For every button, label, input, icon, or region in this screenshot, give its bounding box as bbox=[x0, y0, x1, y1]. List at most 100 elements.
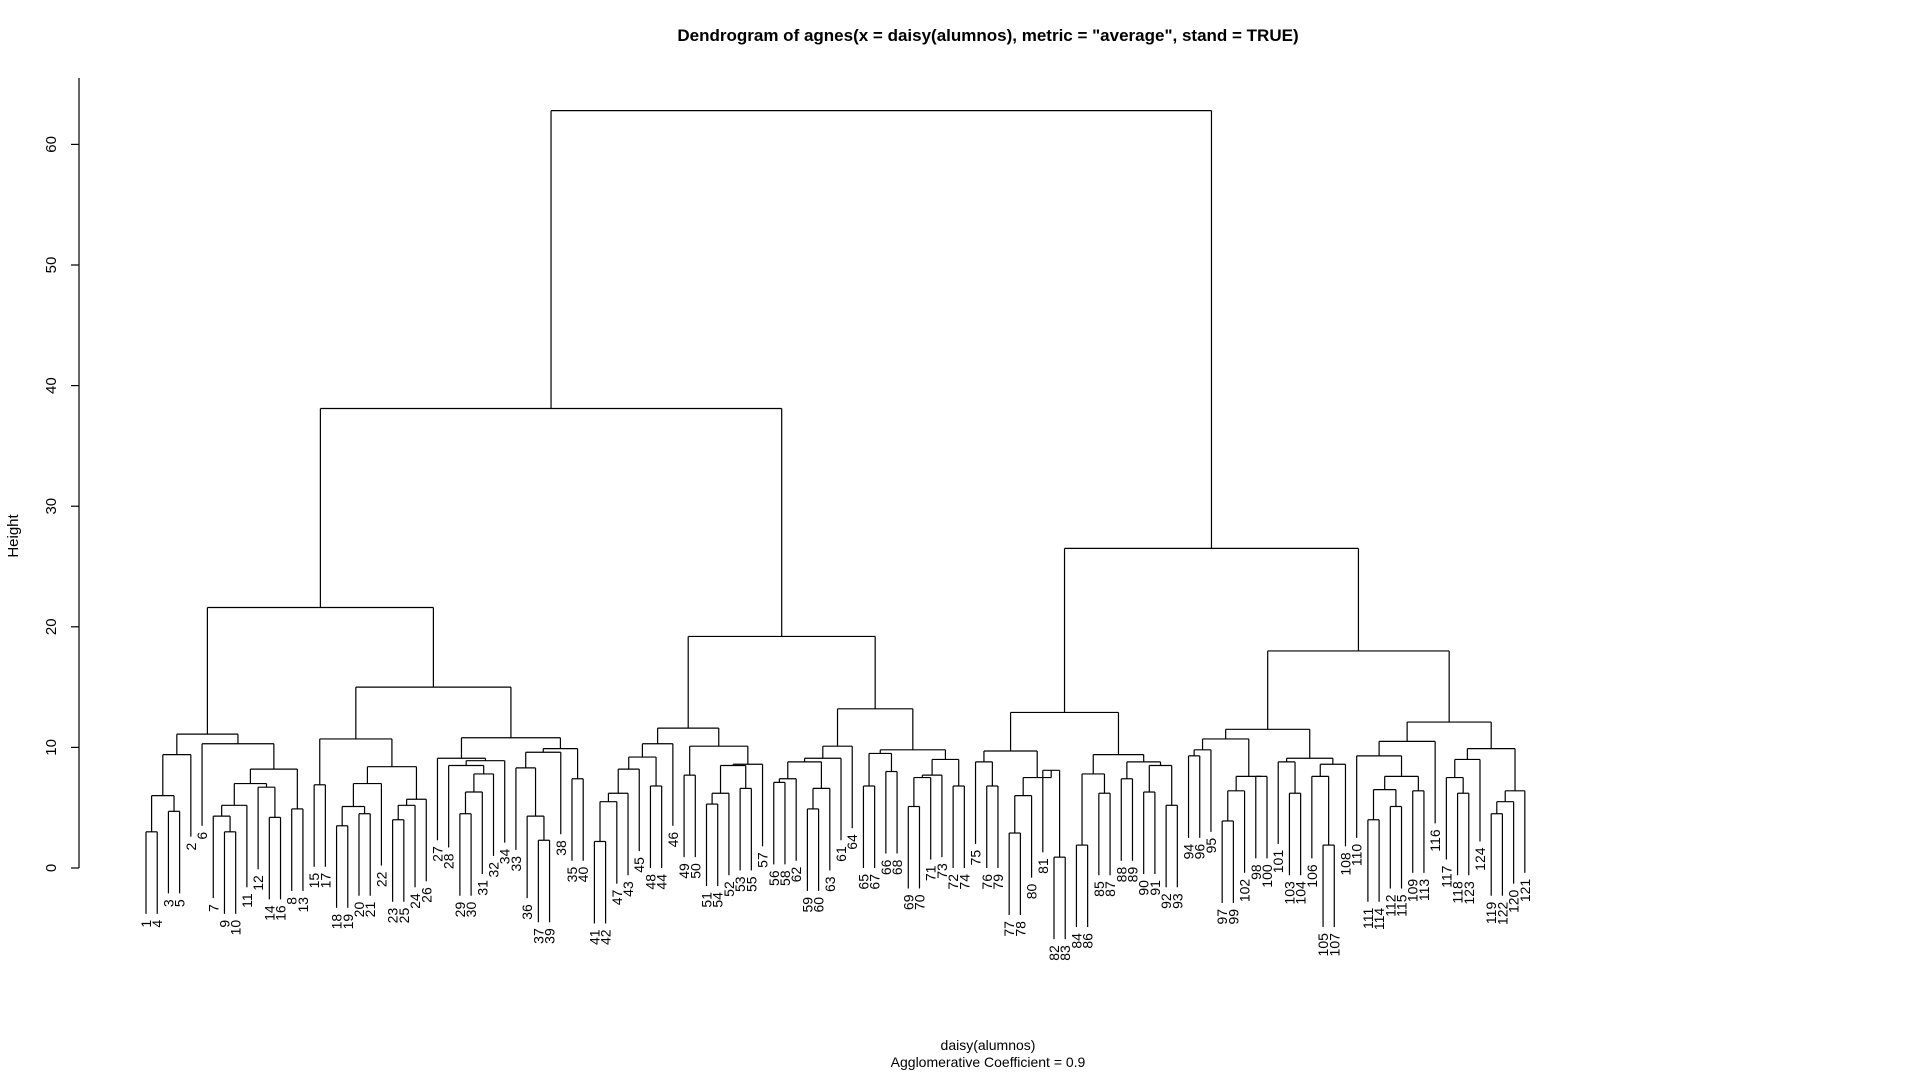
leaf-label: 1 bbox=[138, 920, 154, 928]
leaf-label: 50 bbox=[687, 863, 703, 879]
leaf-label: 25 bbox=[396, 908, 412, 924]
leaf-label: 79 bbox=[990, 874, 1006, 890]
y-tick-label: 20 bbox=[43, 618, 60, 635]
leaf-label: 98 bbox=[1248, 864, 1264, 880]
leaf-label: 19 bbox=[340, 914, 356, 930]
leaf-label: 22 bbox=[373, 871, 389, 887]
leaf-label: 120 bbox=[1506, 889, 1522, 913]
leaf-label: 60 bbox=[811, 897, 827, 913]
leaf-label: 16 bbox=[273, 905, 289, 921]
leaf-label: 54 bbox=[710, 892, 726, 908]
leaf-label: 33 bbox=[508, 856, 524, 872]
leaf-label: 57 bbox=[755, 852, 771, 868]
leaf-label: 70 bbox=[911, 894, 927, 910]
y-tick-label: 50 bbox=[43, 257, 60, 274]
leaf-label: 64 bbox=[844, 834, 860, 850]
leaf-label: 56 bbox=[766, 870, 782, 886]
leaf-label: 68 bbox=[889, 859, 905, 875]
leaf-label: 47 bbox=[609, 889, 625, 905]
leaf-label: 34 bbox=[497, 848, 513, 864]
leaf-label: 100 bbox=[1259, 864, 1275, 888]
leaf-label: 17 bbox=[317, 873, 333, 889]
leaf-label: 75 bbox=[968, 850, 984, 866]
leaf-label: 11 bbox=[239, 893, 255, 908]
leaf-label: 46 bbox=[665, 832, 681, 848]
leaf-label: 96 bbox=[1192, 844, 1208, 860]
leaf-label: 71 bbox=[923, 865, 939, 881]
leaf-label: 45 bbox=[631, 857, 647, 873]
y-axis-label: Height bbox=[5, 513, 22, 557]
agglomerative-coefficient: Agglomerative Coefficient = 0.9 bbox=[891, 1054, 1086, 1070]
leaf-label: 20 bbox=[351, 902, 367, 918]
leaf-label: 99 bbox=[1225, 909, 1241, 925]
leaf-label: 118 bbox=[1450, 881, 1466, 904]
leaf-label: 51 bbox=[699, 892, 715, 908]
leaf-label: 27 bbox=[429, 846, 445, 862]
leaf-label: 35 bbox=[564, 867, 580, 883]
leaf-label: 111 bbox=[1360, 908, 1376, 929]
leaf-label: 30 bbox=[463, 902, 479, 918]
leaf-label: 41 bbox=[586, 929, 602, 945]
leaf-label: 97 bbox=[1214, 909, 1230, 925]
leaf-label: 108 bbox=[1337, 852, 1353, 876]
leaf-label: 13 bbox=[295, 897, 311, 913]
leaf-label: 103 bbox=[1281, 881, 1297, 905]
y-tick-label: 0 bbox=[43, 864, 60, 872]
leaf-label: 7 bbox=[205, 904, 221, 912]
x-axis-label: daisy(alumnos) bbox=[941, 1037, 1036, 1053]
leaf-label: 63 bbox=[822, 876, 838, 892]
leaf-label: 8 bbox=[284, 897, 300, 905]
leaf-label: 90 bbox=[1136, 880, 1152, 896]
leaf-label: 55 bbox=[743, 876, 759, 892]
leaf-label: 62 bbox=[788, 867, 804, 883]
leaf-label: 115 bbox=[1394, 894, 1410, 917]
leaf-label: 48 bbox=[642, 874, 658, 890]
leaf-label: 101 bbox=[1270, 850, 1286, 874]
leaf-label: 10 bbox=[228, 920, 244, 936]
leaf-label: 37 bbox=[530, 928, 546, 944]
leaf-label: 77 bbox=[1001, 921, 1017, 937]
leaf-label: 3 bbox=[160, 899, 176, 907]
leaf-label: 117 bbox=[1438, 865, 1454, 888]
y-tick-label: 10 bbox=[43, 739, 60, 756]
leaf-label: 102 bbox=[1237, 879, 1253, 903]
leaf-label: 93 bbox=[1169, 893, 1185, 909]
leaf-label: 121 bbox=[1517, 879, 1533, 903]
leaf-label: 69 bbox=[900, 894, 916, 910]
leaf-label: 94 bbox=[1181, 844, 1197, 860]
leaf-label: 122 bbox=[1494, 902, 1510, 926]
leaf-label: 44 bbox=[654, 874, 670, 890]
leaf-label: 31 bbox=[474, 880, 490, 896]
leaf-label: 84 bbox=[1068, 933, 1084, 949]
leaf-label: 107 bbox=[1326, 933, 1342, 957]
leaf-label: 58 bbox=[777, 870, 793, 886]
leaf-label: 124 bbox=[1472, 847, 1488, 871]
dendrogram-tree bbox=[145, 110, 1526, 940]
y-axis: 0 10 20 30 40 50 60 bbox=[43, 78, 80, 872]
leaf-label: 104 bbox=[1293, 881, 1309, 905]
leaf-label: 32 bbox=[486, 862, 502, 878]
y-tick-label: 60 bbox=[43, 136, 60, 153]
leaf-label: 91 bbox=[1147, 880, 1163, 896]
leaf-label: 106 bbox=[1304, 864, 1320, 888]
leaf-label: 23 bbox=[385, 908, 401, 924]
leaf-label: 86 bbox=[1080, 933, 1096, 949]
leaf-label: 74 bbox=[956, 874, 972, 890]
leaf-label: 36 bbox=[519, 904, 535, 920]
leaf-labels: 1435291071114161281361517181920212223252… bbox=[138, 829, 1533, 961]
leaf-label: 88 bbox=[1113, 867, 1129, 883]
leaf-label: 87 bbox=[1102, 881, 1118, 897]
leaf-label: 80 bbox=[1024, 883, 1040, 899]
leaf-label: 95 bbox=[1203, 838, 1219, 854]
leaf-label: 9 bbox=[216, 920, 232, 928]
leaf-label: 73 bbox=[934, 863, 950, 879]
y-tick-label: 40 bbox=[43, 377, 60, 394]
leaf-label: 2 bbox=[183, 842, 199, 850]
leaf-label: 29 bbox=[452, 902, 468, 918]
leaf-label: 28 bbox=[441, 853, 457, 869]
leaf-label: 24 bbox=[407, 893, 423, 909]
leaf-label: 114 bbox=[1371, 908, 1387, 931]
leaf-label: 65 bbox=[855, 874, 871, 890]
leaf-label: 83 bbox=[1057, 945, 1073, 961]
